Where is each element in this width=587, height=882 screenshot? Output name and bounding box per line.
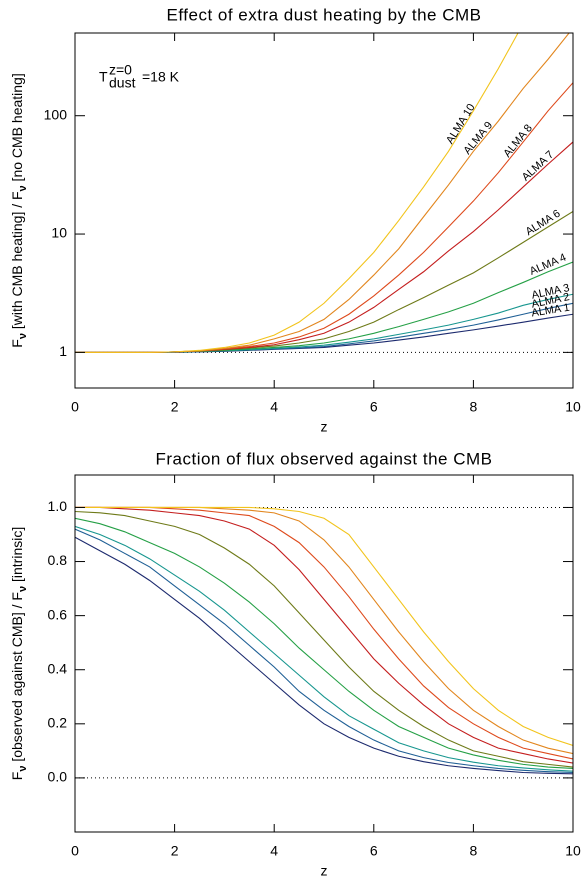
x-axis-label: z: [321, 419, 328, 435]
data-line: [75, 211, 573, 353]
series-label: ALMA 1: [531, 302, 571, 320]
y-tick-label: 100: [44, 106, 68, 122]
label-part: F: [9, 339, 25, 348]
x-axis-label: z: [321, 863, 328, 879]
x-tick-label: 8: [470, 843, 478, 859]
x-tick-label: 6: [370, 399, 378, 415]
data-line: [75, 506, 573, 746]
x-tick-label: 2: [171, 399, 179, 415]
chart-title: Effect of extra dust heating by the CMB: [167, 5, 482, 24]
label-part: [observed against CMB] / F: [9, 592, 25, 766]
data-line: [75, 33, 519, 353]
data-line: [75, 528, 573, 774]
series-label: ALMA 6: [524, 208, 563, 239]
data-line: [75, 517, 573, 769]
data-line: [75, 525, 573, 772]
plot-frame: [74, 474, 574, 833]
subscript: ν: [17, 185, 29, 191]
series-label: ALMA 7: [520, 149, 557, 184]
y-tick-label: 0.2: [48, 715, 68, 731]
data-line: [75, 506, 573, 760]
plot-area: [75, 506, 573, 775]
x-tick-label: 6: [370, 843, 378, 859]
x-tick-label: 0: [71, 843, 79, 859]
y-axis-label: Fν [observed against CMB] / Fν [intrinsi…: [9, 527, 29, 780]
annotation-sup: z=0: [109, 62, 132, 78]
y-tick-label: 1.0: [48, 498, 68, 514]
y-tick-label: 0.0: [48, 769, 68, 785]
label-part: F: [9, 772, 25, 781]
plot-frame: [74, 32, 574, 389]
y-axis-label: Fν [with CMB heating] / Fν [no CMB heati…: [9, 73, 29, 347]
annotation: T: [99, 69, 108, 85]
data-line: [75, 506, 573, 755]
x-tick-label: 4: [270, 843, 278, 859]
series-label: ALMA 4: [528, 252, 568, 278]
data-line: [75, 506, 573, 764]
subscript: ν: [17, 766, 29, 772]
y-tick-label: 0.6: [48, 606, 68, 622]
series-label: ALMA 8: [501, 122, 535, 159]
annotation: =18 K: [142, 69, 180, 85]
subscript: ν: [17, 333, 29, 339]
y-tick-label: 10: [51, 225, 67, 241]
y-tick-label: 0.4: [48, 660, 68, 676]
subscript: ν: [17, 586, 29, 592]
y-tick-label: 0.8: [48, 552, 68, 568]
plot-area: [75, 33, 573, 353]
data-line: [75, 82, 573, 353]
x-tick-label: 0: [71, 399, 79, 415]
label-part: [intrinsic]: [9, 527, 25, 586]
x-tick-label: 10: [565, 399, 581, 415]
x-tick-label: 10: [565, 843, 581, 859]
x-tick-label: 2: [171, 843, 179, 859]
data-line: [75, 510, 573, 768]
x-tick-label: 8: [470, 399, 478, 415]
chart-title: Fraction of flux observed against the CM…: [155, 449, 492, 468]
x-tick-label: 4: [270, 399, 278, 415]
label-part: [no CMB heating]: [9, 73, 25, 185]
annotation-sub: dust: [109, 75, 136, 91]
data-line: [75, 536, 573, 775]
y-tick-label: 1: [59, 343, 67, 359]
label-part: [with CMB heating] / F: [9, 191, 25, 333]
